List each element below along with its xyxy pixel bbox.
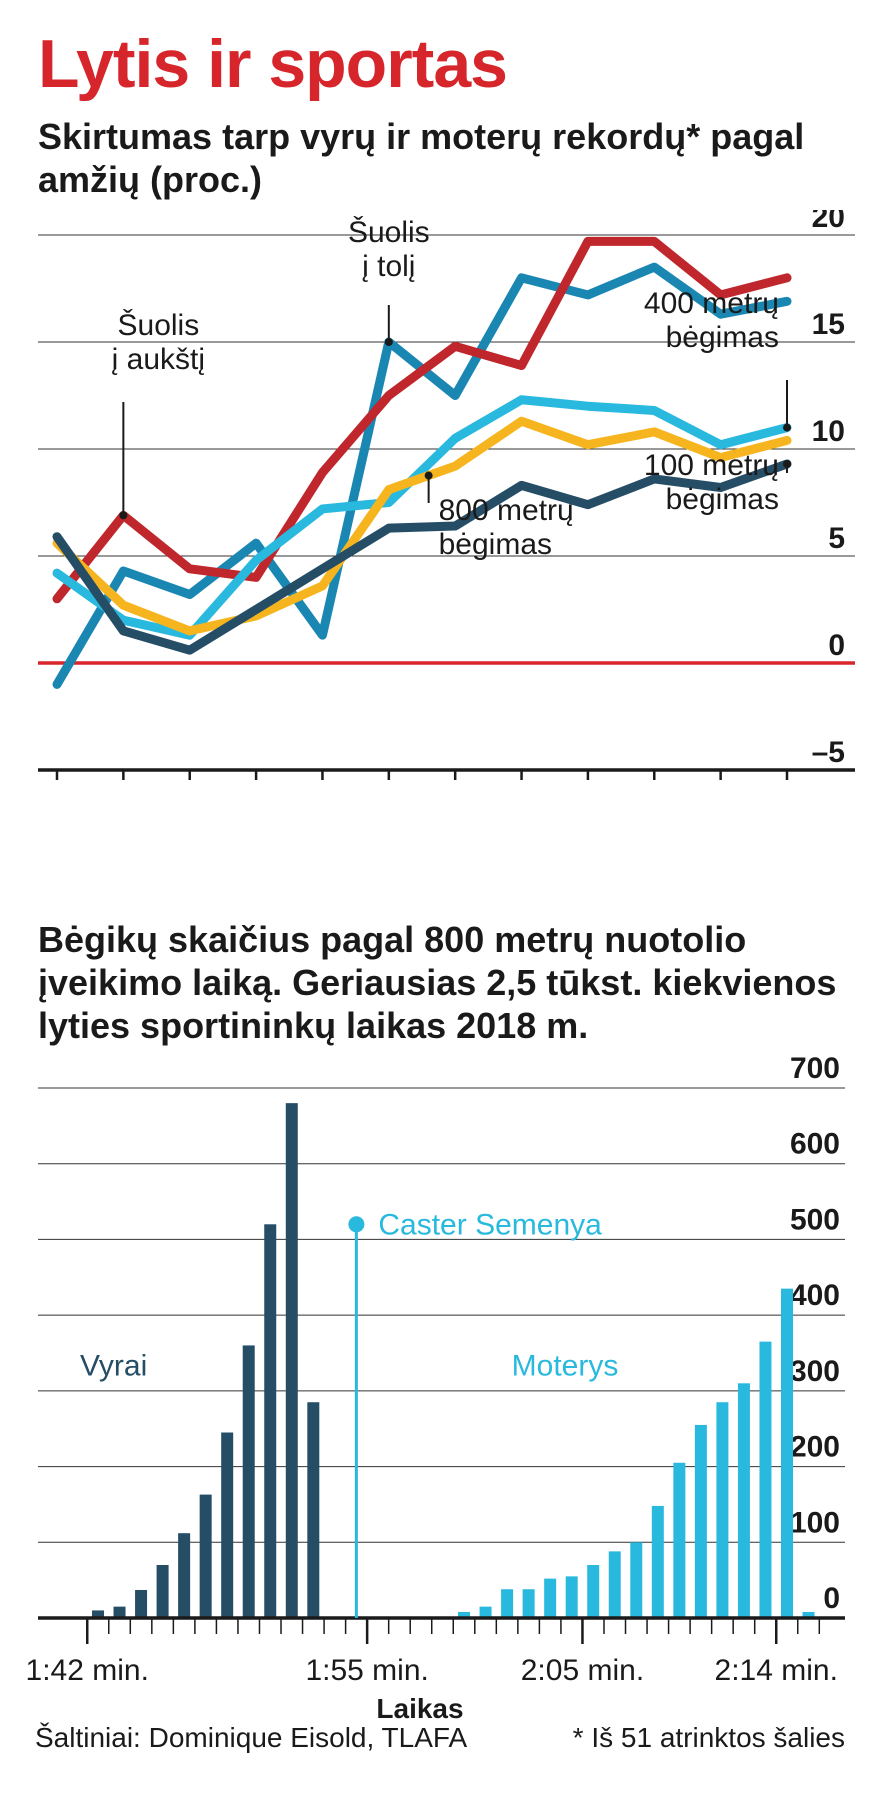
series-line <box>52 459 792 655</box>
annotation-dot <box>119 511 128 520</box>
bar <box>737 1383 750 1618</box>
y-tick-label: 100 <box>790 1506 840 1539</box>
bar <box>522 1589 535 1618</box>
bar <box>92 1610 104 1618</box>
bar <box>587 1565 600 1618</box>
bar <box>781 1288 793 1618</box>
x-tick-label: 1:42 min. <box>26 1654 149 1687</box>
y-tick-label: 15 <box>812 308 845 341</box>
x-axis-title: Laikas <box>376 1693 463 1720</box>
y-tick-label: 600 <box>790 1128 840 1161</box>
bar <box>694 1424 707 1618</box>
bar <box>113 1606 126 1618</box>
footnote: * Iš 51 atrinktos šalies <box>572 1722 845 1753</box>
bar <box>651 1505 664 1618</box>
marker-label: Caster Semenya <box>378 1208 602 1241</box>
series-label-men: Vyrai <box>80 1350 147 1383</box>
annotation-dot <box>424 471 433 480</box>
bar-chart-subtitle: Bėgikų skaičius pagal 800 metrų nuotolio… <box>38 919 837 1046</box>
page-title: Lytis ir sportas <box>38 26 508 102</box>
annotation-label: Šuolis <box>348 215 430 249</box>
series-line <box>52 395 792 640</box>
marker-dot <box>348 1216 365 1233</box>
bar <box>759 1341 772 1618</box>
x-tick-label: 2:14 min. <box>715 1654 838 1687</box>
bar <box>178 1533 191 1618</box>
bar-chart: 700 600 500 400 300 200 100 0 1:42 min. 1:55 min.… <box>26 1052 845 1720</box>
annotation-label: į tolį <box>362 250 415 283</box>
bar <box>630 1542 643 1618</box>
bar <box>479 1606 492 1618</box>
bar <box>608 1551 621 1618</box>
annotation-label: 400 metrų <box>644 287 779 320</box>
x-tick-label: 1:55 min. <box>305 1654 428 1687</box>
bar <box>264 1224 277 1618</box>
line-chart-plot: 20151050–58910111213141516171819AmžiusŠu… <box>38 210 855 780</box>
bar <box>565 1576 578 1618</box>
bar <box>135 1589 148 1618</box>
y-tick-label: –5 <box>812 736 845 769</box>
annotation-label: bėgimas <box>666 483 779 516</box>
y-tick-label: 700 <box>790 1052 840 1085</box>
series-line <box>52 236 792 604</box>
y-tick-label: 400 <box>790 1279 840 1312</box>
annotation-dot <box>384 338 393 346</box>
bar <box>199 1494 212 1618</box>
y-tick-label: 500 <box>790 1203 840 1236</box>
y-tick-label: 300 <box>790 1355 840 1388</box>
annotation-label: bėgimas <box>666 321 779 354</box>
bar <box>221 1432 234 1618</box>
bar <box>716 1402 729 1618</box>
bar <box>458 1611 471 1618</box>
bar <box>242 1345 255 1618</box>
series-line <box>52 416 792 636</box>
series-label-women: Moterys <box>512 1350 619 1383</box>
y-tick-label: 200 <box>790 1431 840 1464</box>
bar <box>544 1578 557 1618</box>
y-tick-label: 0 <box>828 629 845 662</box>
bar <box>285 1103 298 1618</box>
source-note: Šaltiniai: Dominique Eisold, TLAFA <box>35 1722 468 1753</box>
y-tick-label: 5 <box>828 522 845 555</box>
annotation-label: bėgimas <box>439 528 552 561</box>
y-tick-label: 20 <box>812 210 845 234</box>
bar <box>156 1565 169 1618</box>
annotation-label: į aukštį <box>112 343 205 376</box>
bar <box>673 1462 686 1618</box>
annotation-label: 100 metrų <box>644 449 779 482</box>
bar <box>307 1402 320 1618</box>
bar <box>501 1589 514 1618</box>
line-chart-subtitle: Skirtumas tarp vyrų ir moterų rekordų* p… <box>38 116 805 200</box>
annotation-dot <box>783 459 791 468</box>
x-tick-label: 2:05 min. <box>521 1654 644 1687</box>
y-tick-label: 0 <box>823 1582 840 1615</box>
y-tick-label: 10 <box>812 415 845 448</box>
line-chart: 20151050–58910111213141516171819AmžiusŠu… <box>38 210 855 780</box>
annotation-label: 800 metrų <box>439 494 574 527</box>
annotation-dot <box>783 423 791 432</box>
bar <box>802 1611 815 1618</box>
annotation-label: Šuolis <box>118 308 200 342</box>
